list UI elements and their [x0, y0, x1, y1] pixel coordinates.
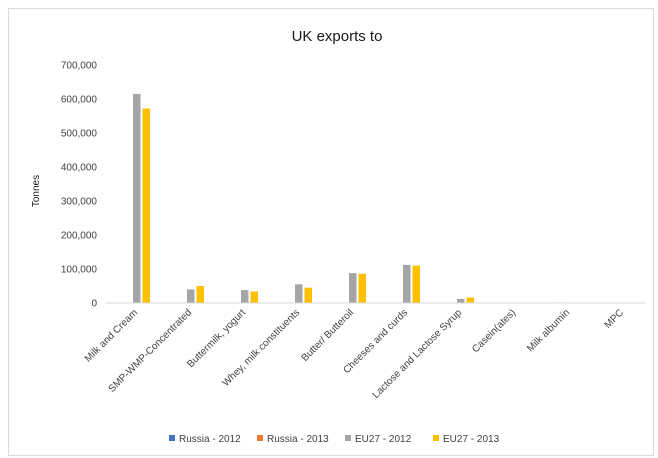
chart-title: UK exports to — [292, 28, 383, 45]
bar — [304, 287, 312, 303]
bar — [403, 264, 411, 303]
legend-swatch — [169, 435, 175, 441]
category-label: Milk albumin — [525, 307, 572, 354]
bar — [133, 93, 141, 304]
y-axis-title: Tonnes — [31, 175, 42, 207]
bar — [295, 284, 303, 303]
bar — [457, 298, 465, 303]
legend-label: Russia - 2013 — [267, 434, 329, 445]
y-tick-label: 400,000 — [61, 163, 98, 174]
bar — [358, 273, 366, 303]
legend-label: EU27 - 2013 — [443, 434, 500, 445]
bar-chart: UK exports to Tonnes 0 100,000 200,000 300,… — [31, 28, 645, 445]
category-label: Milk and Cream — [83, 307, 140, 364]
bar — [412, 265, 420, 303]
category-labels: Milk and CreamSMP-WMP-ConcentratedButter… — [83, 307, 626, 401]
legend: Russia - 2012 Russia - 2013 EU27 - 2012 EU2… — [169, 434, 500, 445]
y-tick-label: 0 — [91, 299, 97, 310]
category-label: Casein(ates) — [470, 307, 518, 355]
y-tick-label: 500,000 — [61, 129, 98, 140]
category-label: Butter/ Butteroil — [300, 307, 357, 364]
y-tick-label: 200,000 — [61, 231, 98, 242]
legend-swatch — [433, 435, 439, 441]
category-label: Buttermilk, yogurt — [185, 307, 248, 370]
y-tick-label: 600,000 — [61, 95, 98, 106]
bar — [466, 297, 474, 303]
bar — [250, 291, 258, 303]
bar — [349, 273, 357, 303]
bar — [196, 286, 204, 303]
bar — [187, 289, 195, 303]
legend-label: EU27 - 2012 — [355, 434, 412, 445]
legend-swatch — [257, 435, 263, 441]
legend-label: Russia - 2012 — [179, 434, 241, 445]
category-label: MPC — [603, 307, 627, 331]
y-tick-label: 100,000 — [61, 265, 98, 276]
chart-frame: UK exports to Tonnes 0 100,000 200,000 300,… — [8, 8, 654, 456]
y-tick-label: 300,000 — [61, 197, 98, 208]
bar — [241, 290, 249, 303]
bars-group — [133, 93, 563, 304]
y-tick-label: 700,000 — [61, 61, 98, 72]
bar — [142, 108, 150, 304]
y-axis-ticks: 0 100,000 200,000 300,000 400,000 500,000 600,… — [61, 61, 98, 310]
legend-swatch — [345, 435, 351, 441]
category-label: Lactose and Lactose Syrup — [371, 307, 465, 401]
